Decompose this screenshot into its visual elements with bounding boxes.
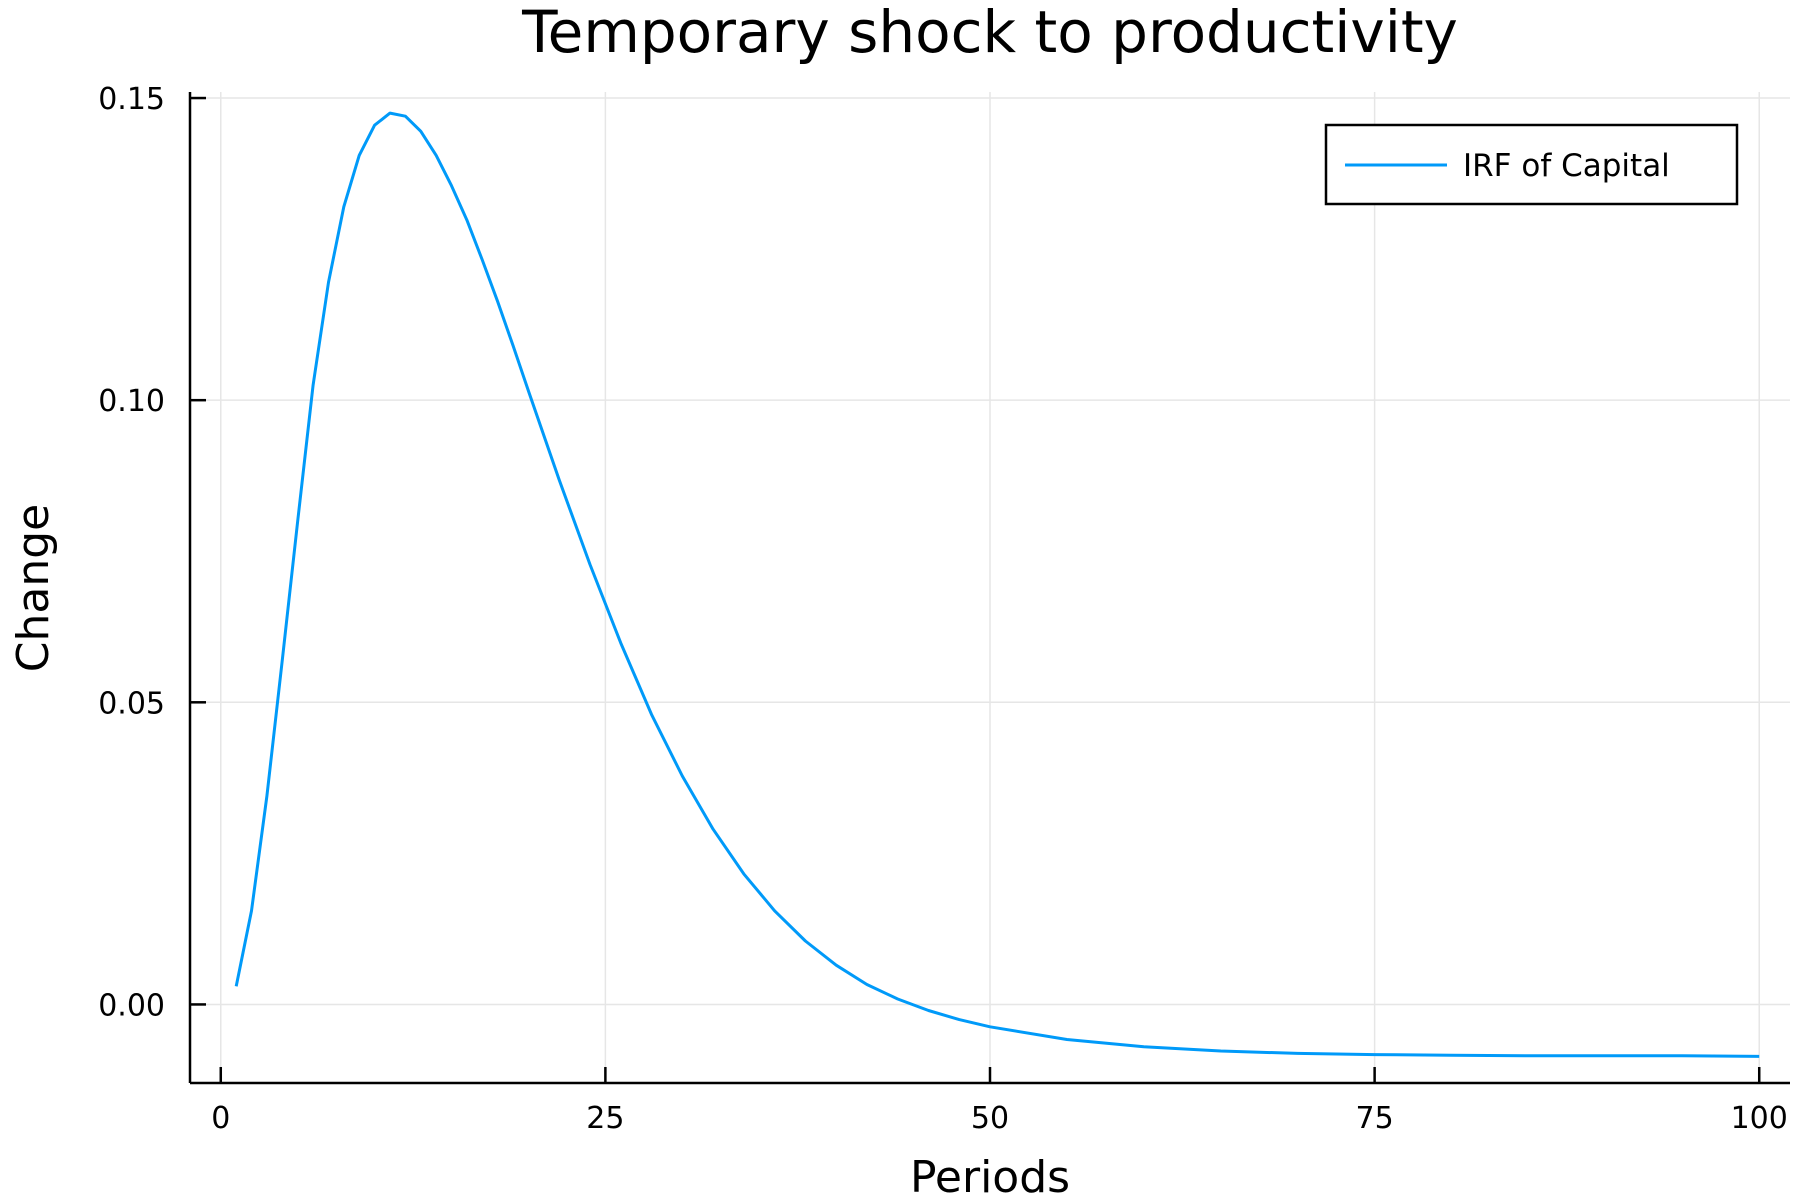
y-tick-label: 0.05	[98, 686, 165, 721]
chart-title: Temporary shock to productivity	[521, 0, 1458, 66]
x-tick-label: 0	[211, 1101, 230, 1136]
grid	[190, 92, 1790, 1083]
y-tick-label: 0.00	[98, 988, 165, 1023]
y-tick-label: 0.10	[98, 384, 165, 419]
legend-entry-irf-of-capital: IRF of Capital	[1463, 148, 1670, 184]
x-tick-label: 25	[586, 1101, 624, 1136]
series-layer	[234, 111, 1760, 1058]
x-ticks: 0 25 50 75 100	[211, 1067, 1788, 1136]
x-tick-label: 75	[1356, 1101, 1394, 1136]
x-tick-label: 50	[971, 1101, 1009, 1136]
legend: IRF of Capital	[1324, 123, 1739, 206]
y-tick-label: 0.15	[98, 82, 165, 117]
series-line-irf-of-capital	[234, 111, 1760, 1058]
x-tick-label: 100	[1731, 1101, 1788, 1136]
x-axis-label: Periods	[910, 1152, 1070, 1200]
y-axis-label: Change	[8, 504, 59, 672]
y-ticks: 0.00 0.05 0.10 0.15	[98, 82, 206, 1023]
